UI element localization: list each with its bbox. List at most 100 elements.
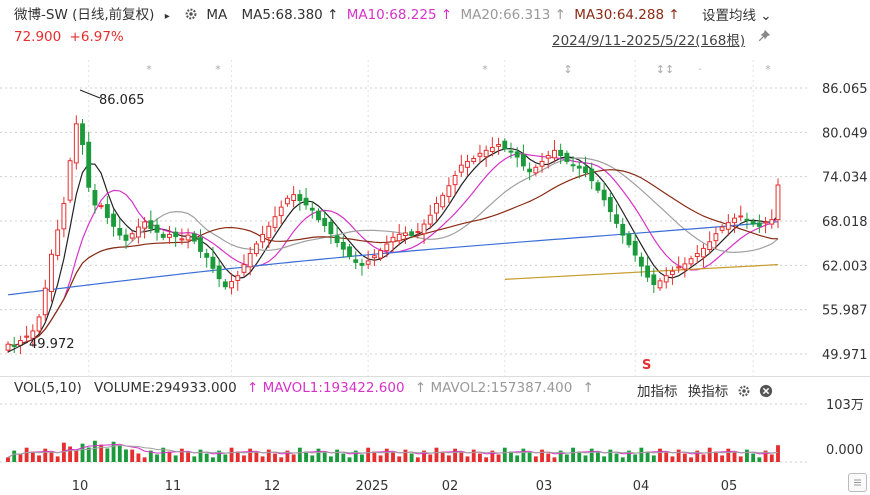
volume-bar — [353, 450, 358, 462]
volume-bar — [428, 454, 433, 462]
candle-body — [36, 316, 42, 332]
volume-bar — [627, 450, 631, 462]
candle-body — [148, 220, 154, 230]
volume-bar — [595, 452, 600, 462]
volume-bar — [484, 457, 489, 462]
volume-bar — [639, 447, 644, 462]
candle-body — [67, 160, 73, 201]
gear-icon[interactable] — [184, 7, 202, 23]
candle-body — [508, 150, 514, 153]
volume-bar — [316, 448, 321, 462]
volume-bar — [124, 449, 128, 462]
volume-bar — [533, 456, 538, 462]
event-s-marker[interactable]: S — [642, 358, 651, 373]
gear-icon[interactable] — [737, 384, 755, 400]
candle-body — [353, 259, 359, 263]
candle-body — [614, 214, 619, 224]
close-icon[interactable] — [759, 384, 773, 400]
date-tick-label: 03 — [536, 479, 553, 494]
stock-name[interactable]: 微博-SW (日线,前复权) — [14, 7, 155, 23]
volume-bar — [403, 449, 408, 462]
event-marker-icon: · — [698, 63, 702, 76]
date-range-label: 2024/9/11-2025/5/22(168根) — [552, 33, 746, 49]
add-indicator-button[interactable]: 加指标 — [637, 384, 678, 400]
candle-body — [378, 250, 384, 259]
candle-body — [465, 160, 470, 168]
candle-body — [204, 253, 210, 258]
volume-bar — [664, 452, 669, 462]
volume-bar — [310, 455, 315, 462]
volume-bars — [6, 440, 780, 462]
volume-bar — [397, 456, 402, 462]
volume-bar — [130, 449, 135, 462]
candle-body — [670, 270, 675, 276]
candle-body — [725, 222, 731, 230]
candle-body — [769, 219, 775, 225]
candle-body — [570, 164, 576, 167]
mavol2-arrow: ↑ — [414, 380, 427, 396]
volume-bar — [763, 450, 768, 462]
volume-bar — [384, 448, 389, 462]
volume-bar — [713, 451, 718, 462]
price-chart[interactable]: 86.065 80.049 74.034 68.018 62.003 55.987 49.9… — [0, 0, 870, 376]
candle-body — [756, 222, 762, 227]
settings-ma-label: 设置均线 — [702, 8, 756, 24]
date-range[interactable]: 2024/9/11-2025/5/22(168根) — [552, 29, 745, 49]
candle-body — [303, 197, 309, 206]
candle-body — [415, 230, 421, 233]
volume-bar — [496, 454, 501, 462]
volume-tick-label: 103万 — [826, 398, 864, 413]
volume-bar — [167, 451, 172, 462]
candle-body — [104, 204, 110, 218]
candle-body — [123, 234, 129, 241]
price-tick-label: 74.034 — [822, 171, 868, 186]
candle-body — [309, 207, 315, 211]
price-axis: 86.065 80.049 74.034 68.018 62.003 55.987 49.9… — [822, 82, 868, 363]
candle-body — [446, 185, 452, 197]
volume-bar — [328, 456, 333, 462]
volume-bar — [422, 450, 426, 462]
volume-bar — [155, 454, 159, 462]
scroll-handle[interactable] — [848, 473, 867, 492]
pin-icon[interactable] — [757, 29, 771, 47]
volume-bar — [142, 457, 147, 462]
price-tick-label: 55.987 — [822, 304, 868, 319]
candle-body — [42, 287, 48, 316]
candle-body — [632, 240, 638, 256]
event-marker-icon: * — [146, 63, 152, 76]
volume-ma-lines — [7, 443, 779, 458]
switch-indicator-button[interactable]: 换指标 — [687, 384, 729, 400]
candle-body — [272, 216, 278, 228]
volume-tick-label: 0.000 — [826, 443, 863, 458]
settings-ma-button[interactable]: 设置均线 ⌄ — [702, 4, 772, 24]
volume-bar — [459, 452, 464, 462]
candle-body — [651, 274, 657, 286]
volume-bar — [148, 450, 153, 462]
expand-arrow-icon[interactable]: ▸ — [164, 11, 170, 22]
volume-bar — [372, 451, 377, 462]
price-tick-label: 86.065 — [822, 82, 868, 97]
candle-body — [167, 233, 172, 238]
candle-body — [98, 205, 104, 208]
high-pointer — [79, 89, 101, 99]
volume-bar — [769, 454, 774, 462]
volume-bar — [254, 452, 259, 462]
candle-body — [55, 229, 61, 256]
date-tick-label: 02 — [442, 479, 459, 494]
volume-bar — [360, 454, 364, 462]
mavol2-line — [7, 444, 779, 458]
candle-body — [589, 168, 595, 182]
ma30-value: MA30:64.288 — [574, 7, 665, 23]
candle-body — [738, 215, 744, 218]
date-tick-label: 2025 — [355, 479, 388, 494]
volume-chart[interactable]: 103万 0.000 10 11 12 2025 02 03 04 05 — [0, 398, 870, 494]
candle-body — [340, 242, 346, 250]
candle-body — [564, 152, 570, 162]
volume-bar — [751, 453, 756, 462]
candle-body — [371, 255, 377, 259]
candle-body — [198, 237, 203, 252]
volume-bar — [502, 447, 507, 462]
volume-bar — [695, 450, 700, 462]
candle-body — [763, 221, 769, 224]
candle-body — [620, 223, 626, 236]
